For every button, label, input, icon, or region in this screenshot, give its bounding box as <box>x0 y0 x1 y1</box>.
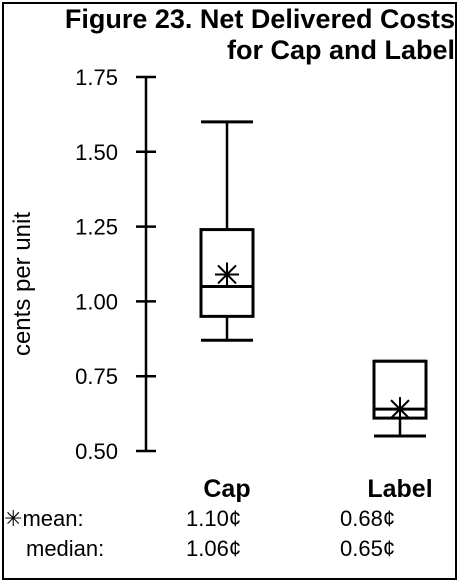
median-row: median: 1.06¢ 0.65¢ <box>0 536 455 566</box>
mean-legend: ✳mean: <box>4 506 84 532</box>
mean-star-stroke <box>390 399 410 419</box>
category-label-cap: Cap <box>203 475 250 503</box>
cap-median-value: 1.06¢ <box>186 536 242 561</box>
y-tick-label: 1.25 <box>75 215 118 240</box>
chart-title-line1: Figure 23. Net Delivered Costs <box>64 4 455 34</box>
mean-star-stroke <box>217 264 237 285</box>
chart-title: Figure 23. Net Delivered Costs for Cap a… <box>65 4 455 66</box>
y-tick-label: 0.50 <box>75 439 118 464</box>
chart-title-line2: for Cap and Label <box>226 35 455 65</box>
y-tick-label: 1.00 <box>75 289 118 314</box>
box-label-mean-marker <box>388 397 412 422</box>
y-axis-label: cents per unit <box>9 212 36 356</box>
y-tick-label: 0.75 <box>75 364 118 389</box>
y-tick-label: 1.50 <box>75 140 118 165</box>
median-label: median: <box>26 536 105 561</box>
box-cap-mean-marker <box>215 262 239 287</box>
mean-label: mean: <box>22 506 84 531</box>
label-median-value: 0.65¢ <box>340 536 396 561</box>
y-tick-label: 1.75 <box>75 65 118 90</box>
mean-row: ✳mean: 1.10¢ 0.68¢ <box>0 506 455 536</box>
label-mean-value: 0.68¢ <box>340 506 396 531</box>
mean-symbol-icon: ✳ <box>4 506 23 531</box>
category-label-label: Label <box>367 475 432 503</box>
cap-mean-value: 1.10¢ <box>186 506 242 531</box>
